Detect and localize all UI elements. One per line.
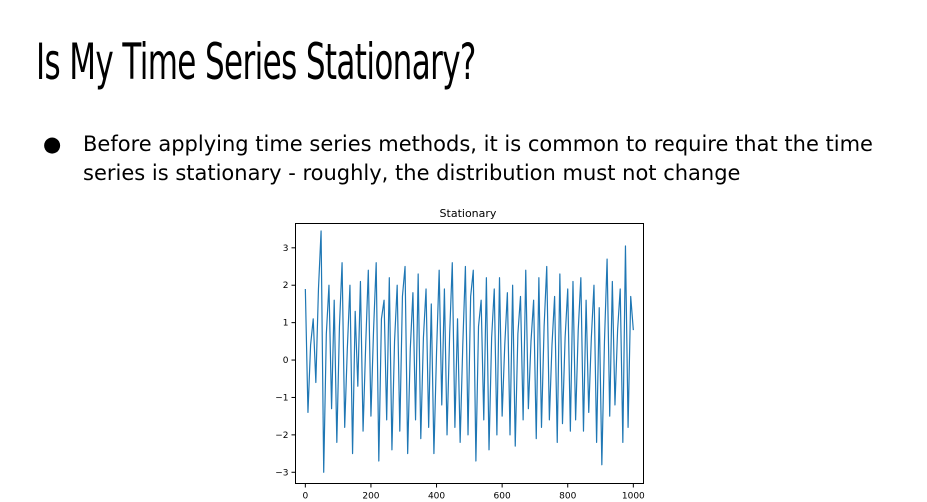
plot-frame (295, 223, 644, 484)
x-tick-label: 200 (362, 492, 379, 502)
series-line (304, 230, 634, 473)
y-tick-label: −1 (275, 393, 288, 403)
y-tick-label: 1 (283, 319, 289, 329)
bullet-list: ● Before applying time series methods, i… (40, 130, 900, 188)
x-tick-label: 0 (302, 492, 308, 502)
x-tick-label: 600 (494, 492, 511, 502)
y-tick-label: 0 (283, 356, 289, 366)
x-tick-label: 1000 (622, 492, 645, 502)
chart-title: Stationary (440, 207, 497, 220)
stationary-chart: Stationary 3 2 1 0 −1 −2 −3 0 200 400 600 800 1000 (250, 203, 650, 502)
y-tick-label: 2 (283, 281, 289, 291)
bullet-dot: ● (43, 132, 62, 156)
y-tick-label: 3 (283, 244, 289, 254)
y-tick-label: −3 (275, 468, 288, 478)
x-tick-label: 400 (428, 492, 445, 502)
bullet-text: Before applying time series methods, it … (83, 132, 873, 185)
chart-svg: Stationary 3 2 1 0 −1 −2 −3 0 200 400 600 800 1000 (275, 207, 645, 502)
x-tick-label: 800 (559, 492, 576, 502)
bullet-item: ● Before applying time series methods, i… (40, 130, 900, 188)
marks-layer: 3 2 1 0 −1 −2 −3 0 200 400 600 800 1000 (275, 230, 645, 502)
slide-title: Is My Time Series Stationary? (36, 33, 476, 91)
y-tick-label: −2 (275, 431, 288, 441)
